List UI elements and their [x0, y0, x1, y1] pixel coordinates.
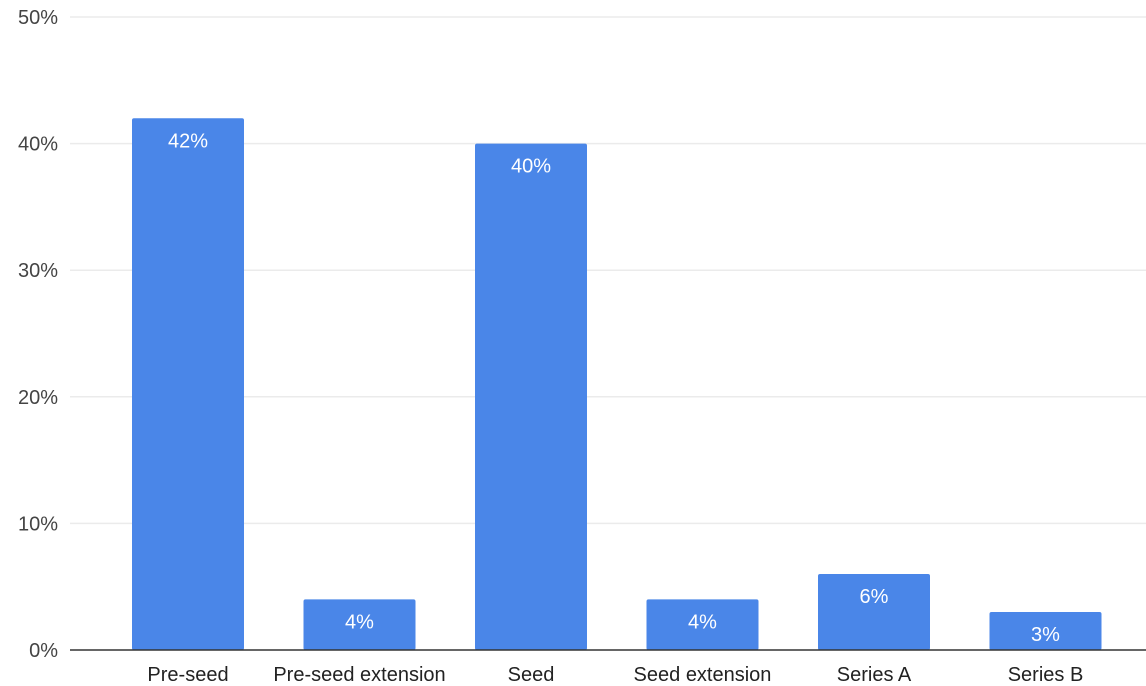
y-tick-label: 50% [18, 7, 58, 29]
y-tick-label: 30% [18, 260, 58, 282]
x-category-label: Seed extension [634, 664, 772, 686]
x-category-label: Series A [837, 664, 912, 686]
bar-data-label: 42% [168, 130, 208, 152]
bar [989, 612, 1102, 650]
bar [646, 599, 759, 650]
bar [303, 599, 416, 650]
y-tick-label: 40% [18, 134, 58, 156]
y-tick-label: 20% [18, 387, 58, 409]
x-category-label: Seed [508, 664, 555, 686]
gridlines [70, 16, 1146, 525]
bar [475, 143, 587, 650]
bar-data-label: 4% [688, 611, 717, 633]
bar-data-label: 3% [1031, 624, 1060, 646]
y-tick-label: 10% [18, 513, 58, 535]
x-category-label: Pre-seed [147, 664, 228, 686]
x-category-label: Series B [1008, 664, 1084, 686]
labels: 0% 10% 20% 30% 40% 50% 42% Pre-seed 4% Pre-seed e… [18, 7, 1083, 686]
y-tick-label: 0% [29, 640, 58, 662]
bars [132, 118, 1102, 650]
bar-data-label: 4% [345, 611, 374, 633]
bar-data-label: 40% [511, 156, 551, 178]
x-category-label: Pre-seed extension [273, 664, 445, 686]
bar [818, 574, 930, 650]
bar-data-label: 6% [860, 586, 889, 608]
bar [132, 118, 244, 650]
